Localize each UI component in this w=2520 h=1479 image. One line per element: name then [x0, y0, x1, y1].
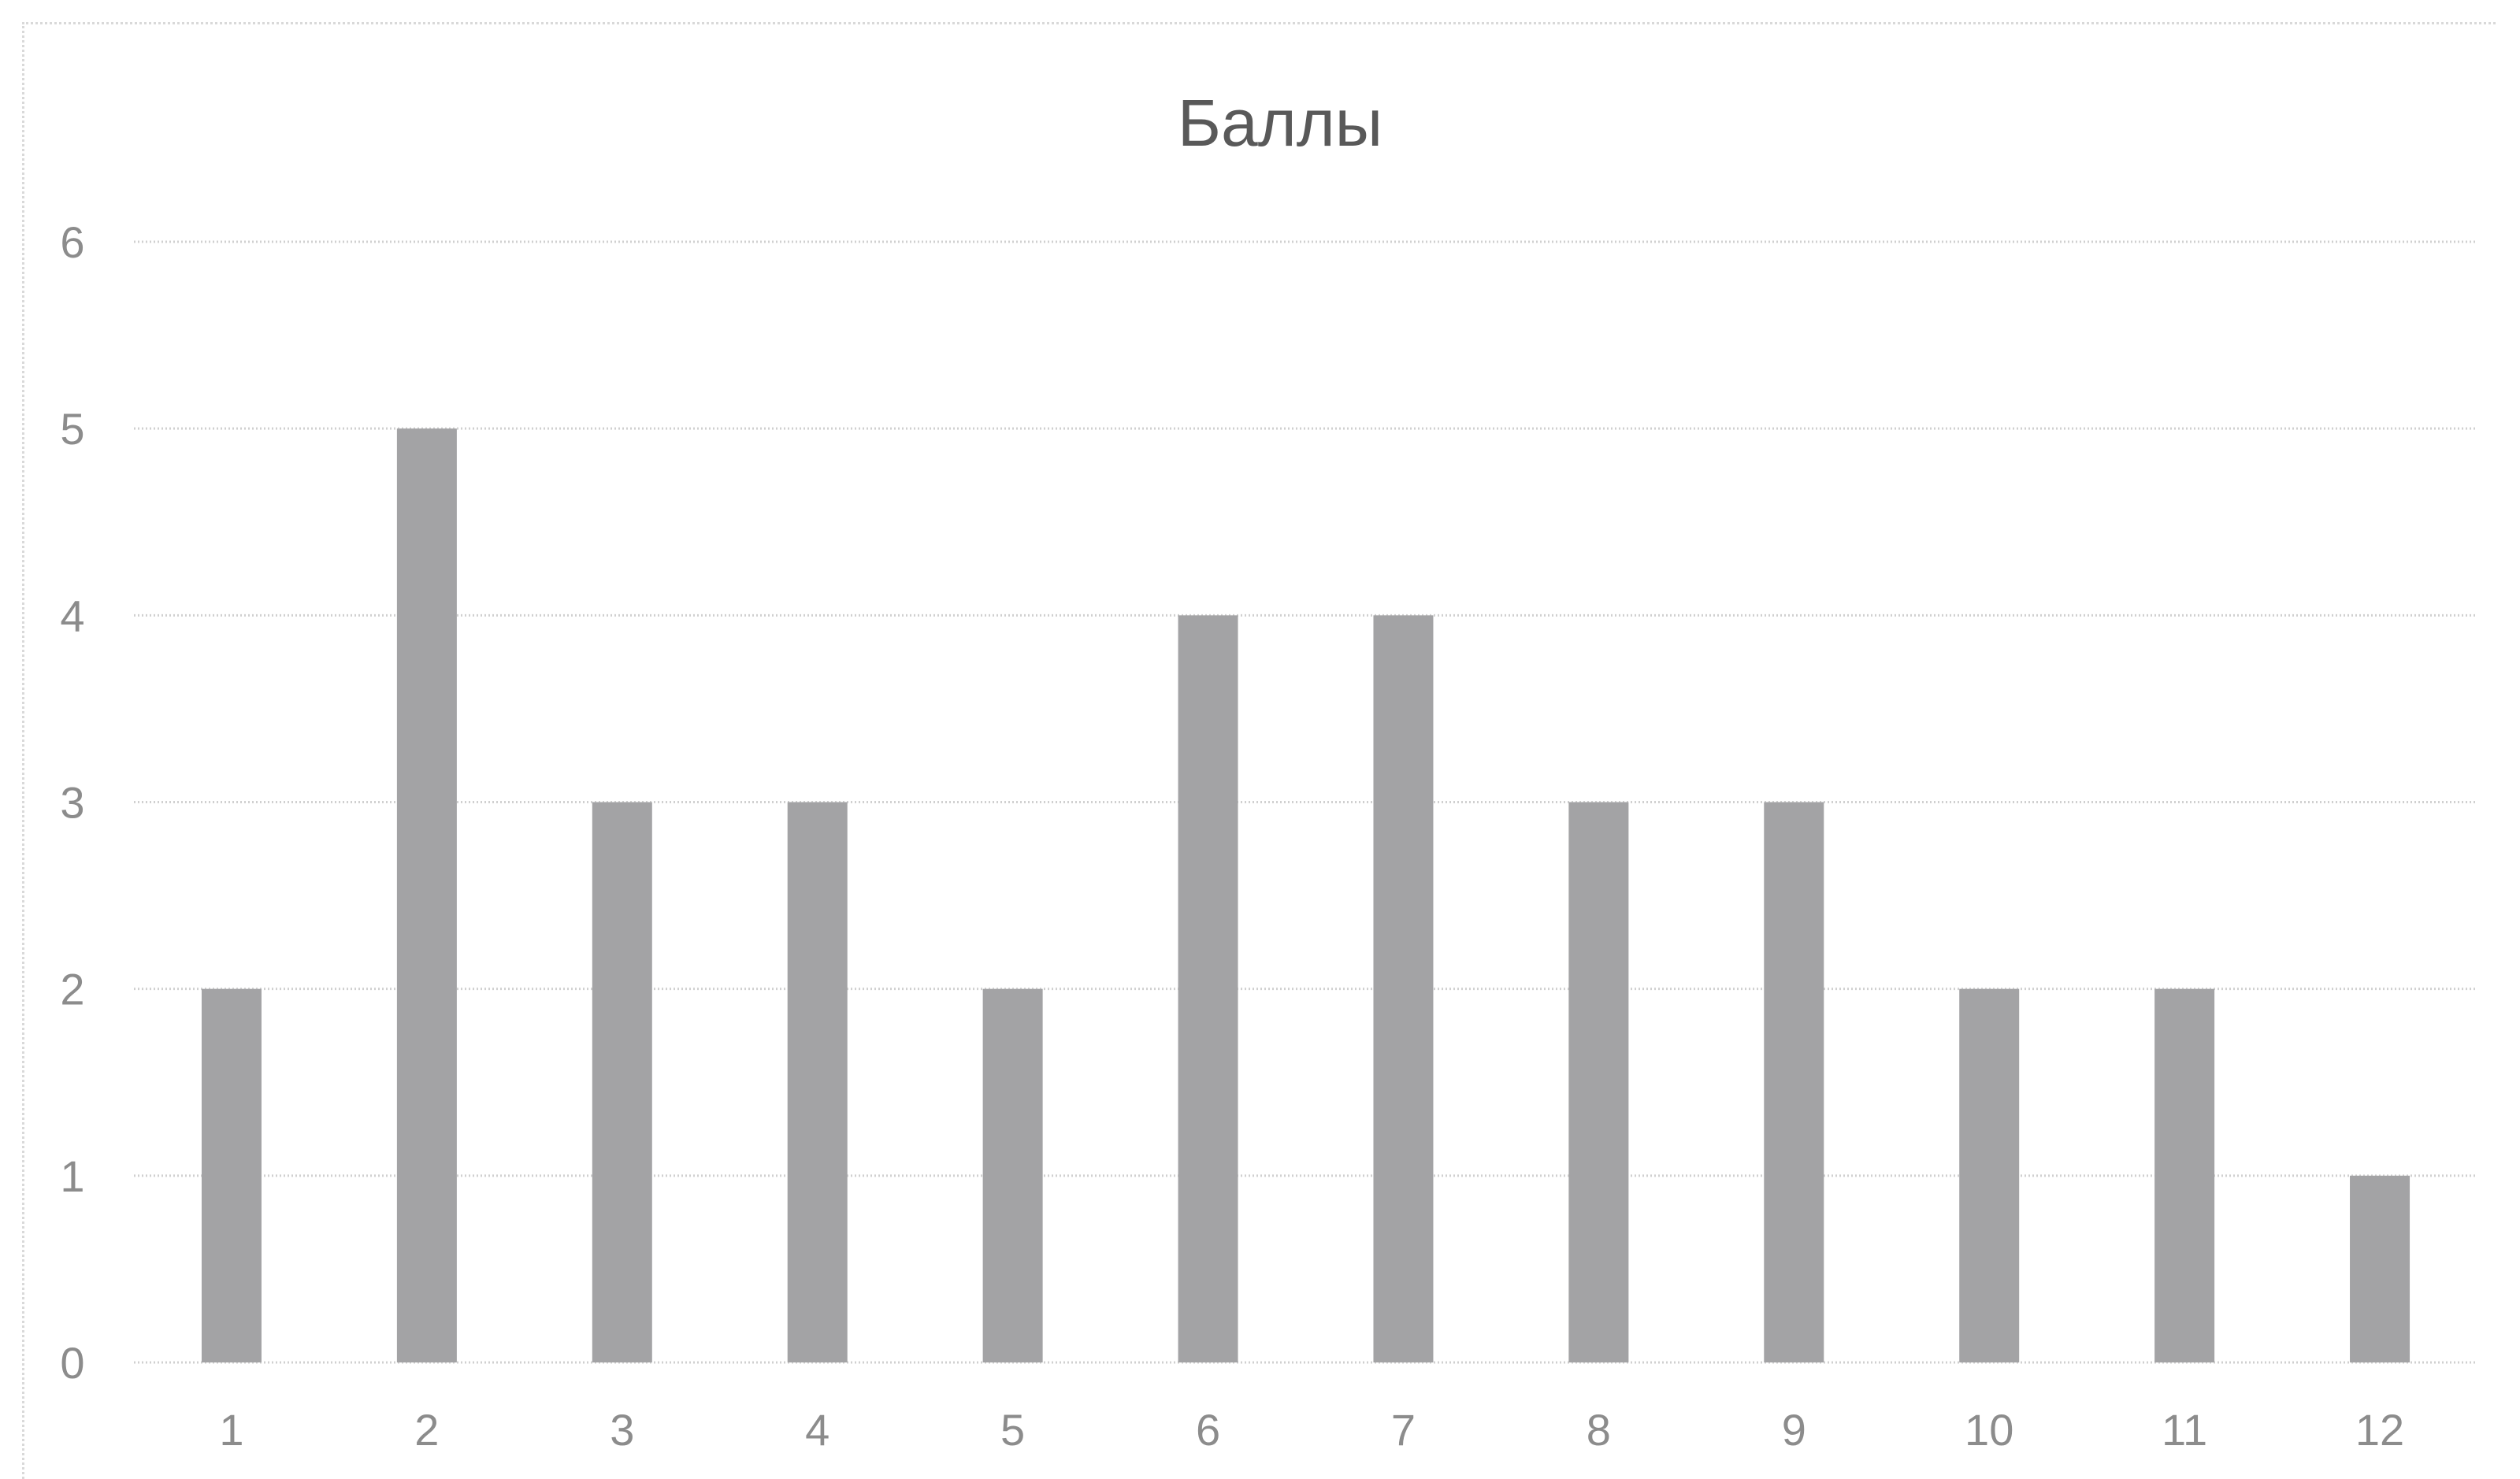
y-tick-label: 6 — [60, 217, 84, 267]
bar-1 — [201, 988, 262, 1362]
bar-9 — [1764, 802, 1824, 1362]
x-tick-label: 10 — [1965, 1405, 2013, 1455]
y-tick-label: 5 — [60, 404, 84, 454]
bar-12 — [2350, 1175, 2411, 1362]
y-tick-label: 3 — [60, 778, 84, 828]
x-tick-label: 4 — [805, 1405, 829, 1455]
bar-5 — [982, 988, 1043, 1362]
y-tick-label: 4 — [60, 591, 84, 640]
gridlines — [134, 240, 2477, 1364]
x-tick-label: 2 — [414, 1405, 439, 1455]
bar-3 — [592, 802, 652, 1362]
x-axis-ticks: 1 2 3 4 5 6 7 8 9 10 11 12 — [219, 1405, 2404, 1455]
x-tick-label: 12 — [2355, 1405, 2404, 1455]
bar-11 — [2154, 988, 2215, 1362]
y-axis-ticks: 0 1 2 3 4 5 6 — [60, 217, 84, 1388]
x-tick-label: 9 — [1782, 1405, 1806, 1455]
x-tick-label: 1 — [219, 1405, 243, 1455]
chart-frame — [22, 22, 2496, 1479]
bar-8 — [1568, 802, 1629, 1362]
x-tick-label: 5 — [1000, 1405, 1025, 1455]
bars — [201, 428, 2411, 1362]
y-tick-label: 0 — [60, 1338, 84, 1388]
bar-10 — [1959, 988, 2020, 1362]
x-tick-label: 3 — [610, 1405, 634, 1455]
bar-6 — [1178, 615, 1238, 1362]
y-tick-label: 1 — [60, 1151, 84, 1201]
x-tick-label: 8 — [1587, 1405, 1611, 1455]
x-tick-label: 6 — [1196, 1405, 1220, 1455]
x-tick-label: 11 — [2162, 1405, 2207, 1455]
bar-4 — [787, 802, 848, 1362]
chart-title: Баллы — [1178, 86, 1382, 160]
bar-7 — [1373, 615, 1434, 1362]
y-tick-label: 2 — [60, 965, 84, 1014]
bar-2 — [396, 428, 457, 1362]
x-tick-label: 7 — [1391, 1405, 1416, 1455]
